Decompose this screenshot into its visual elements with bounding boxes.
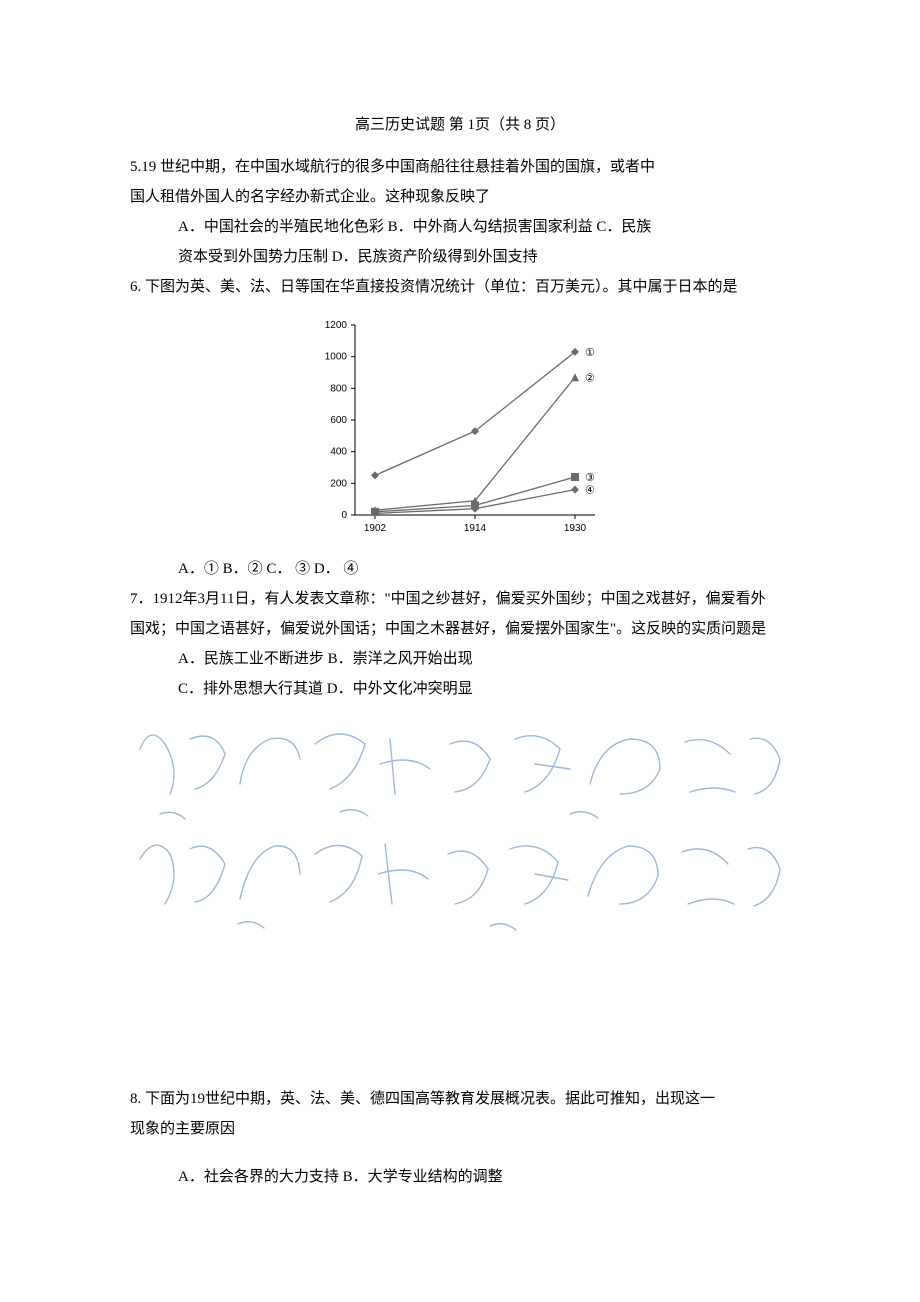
svg-text:400: 400	[330, 447, 347, 458]
svg-text:①: ①	[585, 347, 595, 359]
q6-options: A．① B．② C． ③ D． ④	[130, 554, 790, 584]
svg-text:②: ②	[585, 372, 595, 384]
q5-number: 5.19	[130, 159, 156, 175]
svg-text:1914: 1914	[464, 523, 487, 534]
q5-options-line-2: 资本受到外国势力压制 D．民族资产阶级得到外国支持	[130, 242, 790, 272]
q6-stem: 6. 下图为英、美、法、日等国在华直接投资情况统计（单位：百万美元）。其中属于日…	[130, 272, 790, 302]
svg-text:③: ③	[585, 472, 595, 484]
svg-text:0: 0	[341, 510, 347, 521]
q5-stem-line-2: 国人租借外国人的名字经办新式企业。这种现象反映了	[130, 182, 790, 212]
svg-text:1000: 1000	[325, 352, 348, 363]
svg-text:600: 600	[330, 415, 347, 426]
q8-stem-line-2: 现象的主要原因	[130, 1114, 790, 1144]
q5-stem-1: 世纪中期，在中国水域航行的很多中国商船往往悬挂着外国的国旗，或者中	[156, 159, 655, 175]
watermark-graphic	[130, 714, 790, 964]
q6-line-chart: 0 200 400 600 800 1000 1200 1902 1914 1930 ① ② ③④	[305, 310, 615, 550]
svg-text:1930: 1930	[564, 523, 587, 534]
q7-options-line-2: C．排外思想大行其道 D．中外文化冲突明显	[130, 674, 790, 704]
page-header: 高三历史试题 第 1页（共 8 页）	[130, 110, 790, 140]
q8-stem-line-1: 8. 下面为19世纪中期，英、法、美、德四国高等教育发展概况表。据此可推知，出现…	[130, 1084, 790, 1114]
svg-text:800: 800	[330, 383, 347, 394]
q8-options-line-1: A．社会各界的大力支持 B．大学专业结构的调整	[130, 1162, 790, 1192]
q7-options-line-1: A．民族工业不断进步 B．崇洋之风开始出现	[130, 644, 790, 674]
q5-stem-line-1: 5.19 世纪中期，在中国水域航行的很多中国商船往往悬挂着外国的国旗，或者中	[130, 152, 790, 182]
q7-stem-line-2: 国戏；中国之语甚好，偏爱说外国话；中国之木器甚好，偏爱摆外国家生"。这反映的实质…	[130, 614, 790, 644]
q5-options-line-1: A．中国社会的半殖民地化色彩 B．中外商人勾结损害国家利益 C．民族	[130, 212, 790, 242]
q6-chart-container: 0 200 400 600 800 1000 1200 1902 1914 1930 ① ② ③④	[130, 310, 790, 550]
svg-text:1902: 1902	[364, 523, 387, 534]
q7-stem-line-1: 7．1912年3月11日，有人发表文章称："中国之纱甚好，偏爱买外国纱；中国之戏…	[130, 584, 790, 614]
svg-text:1200: 1200	[325, 320, 348, 331]
svg-text:200: 200	[330, 478, 347, 489]
svg-text:④: ④	[585, 485, 595, 497]
watermark-block	[130, 714, 790, 964]
